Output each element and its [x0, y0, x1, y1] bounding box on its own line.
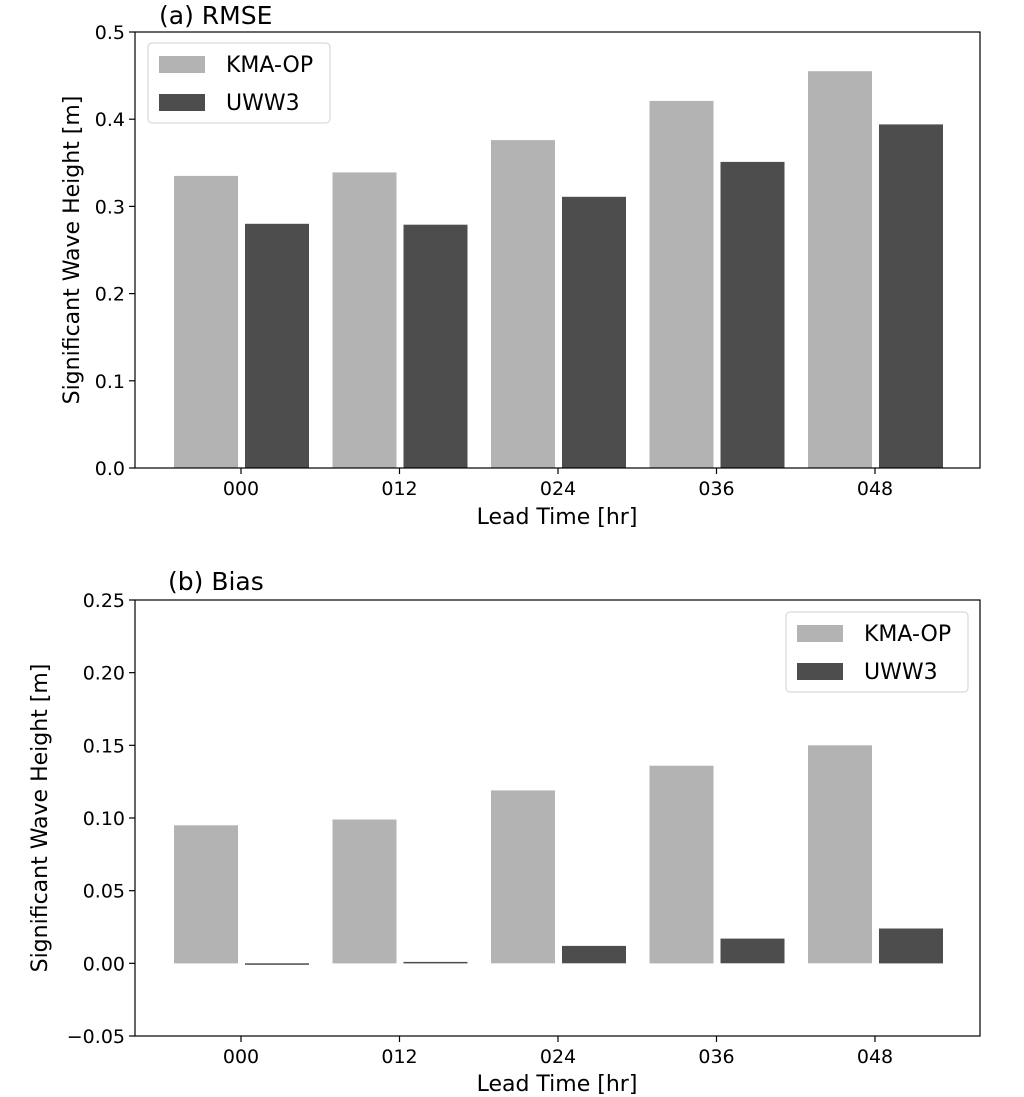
legend-bias: KMA-OP UWW3	[785, 611, 969, 693]
bar-uww3-036	[720, 161, 785, 468]
bar-uww3-048	[879, 124, 943, 469]
y-tick-label: 0.20	[83, 663, 125, 685]
y-tick-label: 0.10	[83, 808, 125, 830]
chart-title-rmse: (a) RMSE	[159, 1, 272, 30]
bias-chart-panel: (b) Bias Significant Wave Height [m] Lea…	[28, 567, 981, 1097]
x-tick-label: 000	[223, 1046, 259, 1068]
y-tick-label: 0.5	[95, 22, 125, 44]
x-axis-label-rmse: Lead Time [hr]	[477, 505, 638, 530]
y-tick-label: 0.4	[95, 109, 125, 131]
bar-uww3-048	[879, 928, 943, 964]
bar-uww3-024	[562, 945, 626, 964]
bar-kma-op-048	[808, 745, 872, 964]
y-axis-label-bias: Significant Wave Height [m]	[28, 664, 53, 973]
bar-uww3-012	[403, 961, 468, 964]
legend-swatch-kma-op	[797, 625, 843, 642]
x-tick-label: 012	[381, 478, 417, 500]
bar-kma-op-024	[491, 140, 555, 468]
legend-label-uww3: UWW3	[226, 91, 300, 116]
legend-swatch-kma-op	[159, 56, 205, 73]
bar-kma-op-012	[332, 172, 397, 468]
bar-kma-op-024	[491, 790, 555, 964]
x-tick-label: 012	[381, 1046, 417, 1068]
rmse-chart-panel: (a) RMSE Significant Wave Height [m] Lea…	[60, 1, 981, 530]
y-tick-label: 0.25	[83, 590, 125, 612]
y-axis-label-rmse: Significant Wave Height [m]	[60, 96, 85, 405]
bar-uww3-000	[245, 223, 309, 468]
legend-swatch-uww3	[159, 94, 205, 111]
bar-kma-op-036	[649, 765, 714, 964]
x-tick-label: 048	[857, 478, 893, 500]
y-tick-label: −0.05	[67, 1026, 125, 1048]
x-tick-label: 036	[698, 1046, 734, 1068]
y-tick-label: 0.0	[95, 458, 125, 480]
y-tick-label: 0.3	[95, 196, 125, 218]
y-tick-label: 0.00	[83, 953, 125, 975]
legend-label-kma-op: KMA-OP	[864, 622, 951, 647]
y-tick-label: 0.15	[83, 735, 125, 757]
x-tick-label: 024	[540, 1046, 576, 1068]
bar-kma-op-036	[649, 100, 714, 469]
bar-kma-op-048	[808, 71, 872, 468]
y-tick-label: 0.2	[95, 284, 125, 306]
bar-kma-op-000	[174, 175, 238, 468]
x-tick-label: 036	[698, 478, 734, 500]
chart-title-bias: (b) Bias	[168, 567, 264, 596]
legend-rmse: KMA-OP UWW3	[147, 42, 331, 124]
bar-uww3-012	[403, 224, 468, 468]
y-tick-label: 0.1	[95, 371, 125, 393]
legend-label-kma-op: KMA-OP	[226, 53, 313, 78]
x-tick-label: 000	[223, 478, 259, 500]
y-tick-label: 0.05	[83, 881, 125, 903]
x-axis-label-bias: Lead Time [hr]	[477, 1072, 638, 1097]
legend-swatch-uww3	[797, 663, 843, 680]
bar-kma-op-012	[332, 819, 397, 964]
legend-label-uww3: UWW3	[864, 660, 938, 685]
x-tick-label: 024	[540, 478, 576, 500]
bar-uww3-000	[245, 963, 309, 965]
bar-uww3-024	[562, 196, 626, 469]
x-tick-label: 048	[857, 1046, 893, 1068]
bar-kma-op-000	[174, 825, 238, 964]
bar-uww3-036	[720, 938, 785, 964]
